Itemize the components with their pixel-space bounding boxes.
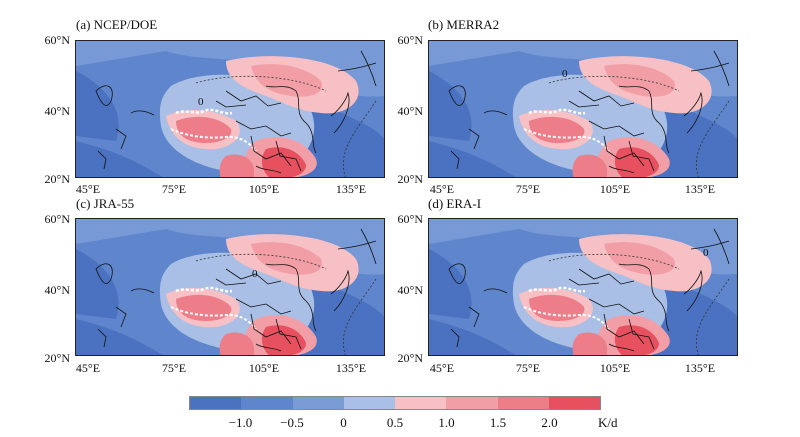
lat-label-40n: 40°N: [397, 104, 423, 118]
colorbar-segment: [190, 397, 242, 409]
colorbar-tick-label: 0.5: [386, 415, 404, 430]
lon-label-105e: 105°E: [248, 361, 280, 375]
colorbar-segment: [395, 397, 447, 409]
panel-title-b: (b) MERRA2: [428, 17, 500, 32]
contour-label: 0: [252, 268, 258, 280]
lat-label-40n: 40°N: [44, 283, 70, 297]
colorbar-tick-label: 0: [340, 415, 347, 430]
lon-label-45e: 45°E: [429, 182, 455, 196]
heatmap-jra-55: [75, 218, 385, 356]
map-panel-c: [75, 218, 385, 356]
contour-label: 0: [562, 68, 568, 80]
colorbar-segment: [497, 397, 549, 409]
lat-label-20n: 20°N: [397, 172, 423, 186]
lon-label-105e: 105°E: [248, 182, 280, 196]
lat-label-60n: 60°N: [397, 212, 423, 226]
panel-title-a: (a) NCEP/DOE: [76, 17, 158, 32]
colorbar-segment: [241, 397, 293, 409]
map-panel-b: [428, 40, 738, 178]
panel-title-c: (c) JRA-55: [76, 196, 135, 211]
colorbar-segment: [292, 397, 344, 409]
heatmap-ncep-doe: [75, 40, 385, 178]
lat-label-20n: 20°N: [44, 351, 70, 365]
lat-label-40n: 40°N: [397, 283, 423, 297]
colorbar-unit: K/d: [598, 415, 618, 430]
lon-label-75e: 75°E: [161, 361, 187, 375]
colorbar-tick-label: 1.0: [438, 415, 455, 430]
lon-label-45e: 45°E: [75, 361, 101, 375]
lon-label-45e: 45°E: [429, 361, 455, 375]
lon-label-45e: 45°E: [75, 182, 101, 196]
lon-label-75e: 75°E: [161, 182, 187, 196]
lat-label-60n: 60°N: [44, 33, 70, 47]
lat-label-20n: 20°N: [44, 172, 70, 186]
lon-label-105e: 105°E: [599, 182, 631, 196]
lat-label-60n: 60°N: [44, 212, 70, 226]
lat-label-60n: 60°N: [397, 33, 423, 47]
lon-label-135e: 135°E: [684, 361, 716, 375]
lat-label-40n: 40°N: [44, 104, 70, 118]
heatmap-era-i: [428, 218, 738, 356]
colorbar: [189, 396, 601, 410]
lon-label-75e: 75°E: [515, 361, 541, 375]
colorbar-tick-label: −1.0: [228, 415, 253, 430]
colorbar-tick-label: 1.5: [489, 415, 507, 430]
colorbar-segment: [446, 397, 498, 409]
colorbar-tick-label: −0.5: [280, 415, 304, 430]
contour-label: 0: [198, 96, 204, 108]
lon-label-135e: 135°E: [335, 182, 367, 196]
lon-label-135e: 135°E: [684, 182, 716, 196]
lon-label-75e: 75°E: [515, 182, 541, 196]
contour-label: 0: [703, 247, 709, 259]
lat-label-20n: 20°N: [397, 351, 423, 365]
heatmap-merra2: [428, 40, 738, 178]
map-panel-a: [75, 40, 385, 178]
colorbar-segment: [343, 397, 395, 409]
colorbar-segment: [548, 397, 600, 409]
lon-label-135e: 135°E: [335, 361, 367, 375]
colorbar-tick-label: 2.0: [541, 415, 558, 430]
lon-label-105e: 105°E: [599, 361, 631, 375]
map-panel-d: [428, 218, 738, 356]
panel-title-d: (d) ERA-I: [428, 196, 482, 211]
